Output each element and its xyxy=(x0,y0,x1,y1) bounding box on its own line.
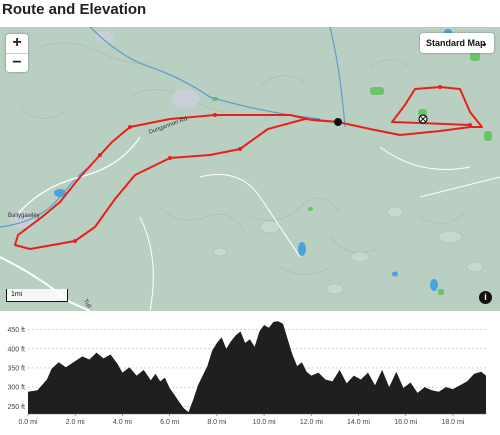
info-icon[interactable]: i xyxy=(479,291,492,304)
elevation-chart: 250 ft 300 ft 350 ft 400 ft 450 ft 0.0 mi 2.0 … xyxy=(0,314,500,430)
map-canvas[interactable] xyxy=(0,27,500,311)
x-tick-label: 2.0 mi xyxy=(66,419,86,426)
rivers xyxy=(0,27,346,228)
finish-marker[interactable] xyxy=(418,114,428,124)
y-tick-label: 300 ft xyxy=(7,385,25,392)
water-bodies xyxy=(54,29,452,291)
x-tick-label: 8.0 mi xyxy=(207,419,227,426)
place-label-ballygawley: Ballygawley xyxy=(8,213,40,219)
chevron-down-icon: ⌄ xyxy=(480,38,488,48)
route-map[interactable]: Ballygawley Dungannon Rd Tull + − Standa… xyxy=(0,27,500,311)
route-line[interactable] xyxy=(14,86,483,250)
elevation-chart-canvas: 250 ft 300 ft 350 ft 400 ft 450 ft 0.0 mi 2.0 … xyxy=(7,321,486,426)
y-tick-label: 250 ft xyxy=(7,404,25,411)
map-type-label: Standard Map xyxy=(426,38,486,48)
y-tick-label: 350 ft xyxy=(7,365,25,372)
contour-lines xyxy=(19,42,466,275)
page-title: Route and Elevation xyxy=(2,1,147,18)
x-tick-label: 4.0 mi xyxy=(113,419,133,426)
urban-areas xyxy=(10,31,199,228)
x-tick-label: 14.0 mi xyxy=(347,419,370,426)
lakes-outlines xyxy=(212,206,484,295)
x-tick-label: 6.0 mi xyxy=(160,419,180,426)
x-tick-label: 12.0 mi xyxy=(300,419,323,426)
route-direction-arrows xyxy=(73,85,472,243)
y-tick-label: 450 ft xyxy=(7,327,25,334)
zoom-control: + − xyxy=(6,34,28,72)
x-tick-label: 18.0 mi xyxy=(441,419,464,426)
zoom-out-button[interactable]: − xyxy=(6,53,28,73)
map-scale-bar: 1mi xyxy=(6,289,68,302)
y-tick-label: 400 ft xyxy=(7,346,25,353)
elevation-area xyxy=(28,321,486,414)
start-marker[interactable] xyxy=(334,118,342,126)
x-tick-label: 16.0 mi xyxy=(394,419,417,426)
roads xyxy=(0,136,500,311)
x-tick-label: 0.0 mi xyxy=(18,419,38,426)
x-tick-label: 10.0 mi xyxy=(253,419,276,426)
zoom-in-button[interactable]: + xyxy=(12,34,22,51)
map-type-dropdown[interactable]: Standard Map ⌄ xyxy=(420,33,494,53)
